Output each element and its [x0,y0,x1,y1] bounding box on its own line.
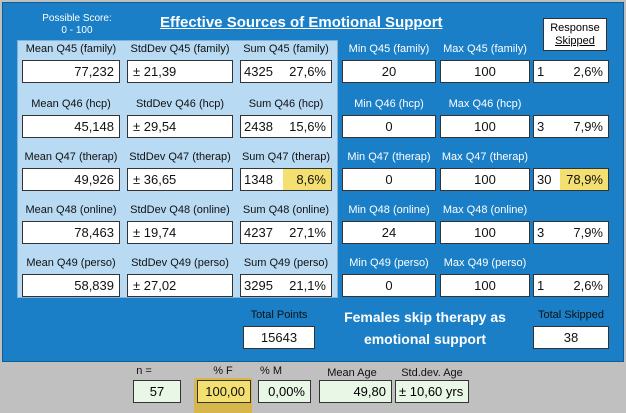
skipped-count: 3 [537,119,545,134]
possible-score-label: Possible Score: 0 - 100 [22,13,132,37]
sum-value: 4237 [244,225,273,240]
min-field[interactable]: 0 [342,168,436,191]
page-title: Effective Sources of Emotional Support [160,14,443,31]
sum-value: 1348 [244,172,273,187]
stddev-label: StdDev Q46 (hcp) [135,98,225,110]
skipped-percent: 7,9% [573,225,603,240]
min-field[interactable]: 20 [342,60,436,83]
min-label: Min Q46 (hcp) [354,98,424,110]
sum-label: Sum Q45 (family) [243,43,329,55]
min-label: Min Q48 (online) [348,204,430,216]
mean-label: Mean Q45 (family) [25,43,117,55]
stddev-field[interactable]: ± 29,54 [127,115,233,138]
response-label: Response [550,22,600,34]
mean-label: Mean Q46 (hcp) [31,98,111,110]
max-label: Max Q48 (online) [442,204,528,216]
stddev-field[interactable]: ± 27,02 [127,274,233,297]
pct-f-field[interactable]: 100,00 [197,380,251,403]
mean-label: Mean Q49 (perso) [26,257,116,269]
min-label: Min Q45 (family) [348,43,430,55]
n-field[interactable]: 57 [133,380,181,403]
skipped-label: Skipped [555,35,595,47]
max-label: Max Q47 (therap) [441,151,529,163]
stddev-field[interactable]: ± 36,65 [127,168,233,191]
mean-age-label: Mean Age [327,367,377,379]
min-field[interactable]: 0 [342,115,436,138]
sum-percent: 8,6% [283,169,331,190]
max-label: Max Q45 (family) [443,43,527,55]
stddev-label: StdDev Q45 (family) [130,43,230,55]
max-field[interactable]: 100 [440,274,530,297]
sum-percent: 27,6% [289,64,326,79]
max-field[interactable]: 100 [440,221,530,244]
sum-value: 3295 [244,278,273,293]
n-label: n = [136,365,152,377]
sum-percent: 27,1% [289,225,326,240]
skipped-count: 3 [537,225,545,240]
std-age-field[interactable]: ± 10,60 yrs [395,380,469,403]
sum-field[interactable]: 4325 27,6% [240,60,332,83]
skipped-count: 1 [537,278,545,293]
pct-f-label: % F [213,365,233,377]
mean-label: Mean Q48 (online) [25,204,117,216]
skipped-field[interactable]: 3 7,9% [533,221,609,244]
skipped-percent: 7,9% [573,119,603,134]
max-label: Max Q46 (hcp) [448,98,522,110]
std-age-label: Std.dev. Age [401,367,463,379]
mean-age-field[interactable]: 49,80 [319,380,392,403]
min-field[interactable]: 24 [342,221,436,244]
total-skipped-label: Total Skipped [537,309,605,321]
pct-m-field[interactable]: 0,00% [258,380,311,403]
sum-label: Sum Q48 (online) [242,204,330,216]
sum-value: 4325 [244,64,273,79]
sum-label: Sum Q46 (hcp) [248,98,324,110]
total-points-field[interactable]: 15643 [243,326,315,349]
sum-label: Sum Q49 (perso) [243,257,329,269]
sum-percent: 15,6% [289,119,326,134]
possible-score-line2: 0 - 100 [61,25,93,36]
finding-note-line2: emotional support [363,331,487,347]
skipped-percent: 2,6% [573,64,603,79]
mean-field[interactable]: 77,232 [22,60,120,83]
response-skipped-header: Response Skipped [543,18,607,51]
min-label: Min Q47 (therap) [347,151,431,163]
mean-field[interactable]: 45,148 [22,115,120,138]
max-field[interactable]: 100 [440,60,530,83]
possible-score-line1: Possible Score: [42,13,112,24]
mean-field[interactable]: 49,926 [22,168,120,191]
stddev-label: StdDev Q49 (perso) [131,257,229,269]
finding-note-line1: Females skip therapy as [344,309,506,325]
stddev-field[interactable]: ± 19,74 [127,221,233,244]
stddev-label: StdDev Q47 (therap) [129,151,231,163]
max-label: Max Q49 (perso) [443,257,527,269]
min-field[interactable]: 0 [342,274,436,297]
sum-field[interactable]: 2438 15,6% [240,115,332,138]
stddev-field[interactable]: ± 21,39 [127,60,233,83]
skipped-field[interactable]: 3 7,9% [533,115,609,138]
sum-percent: 21,1% [289,278,326,293]
mean-label: Mean Q47 (therap) [24,151,118,163]
skipped-field[interactable]: 30 78,9% [533,168,609,191]
skipped-field[interactable]: 1 2,6% [533,60,609,83]
max-field[interactable]: 100 [440,168,530,191]
sum-label: Sum Q47 (therap) [241,151,331,163]
total-points-label: Total Points [250,309,308,321]
skipped-percent: 2,6% [573,278,603,293]
sum-field[interactable]: 3295 21,1% [240,274,332,297]
mean-field[interactable]: 78,463 [22,221,120,244]
skipped-percent: 78,9% [560,169,608,190]
sum-field[interactable]: 4237 27,1% [240,221,332,244]
finding-note: Females skip therapy as emotional suppor… [330,306,520,350]
stddev-label: StdDev Q48 (online) [130,204,230,216]
sum-value: 2438 [244,119,273,134]
total-skipped-field[interactable]: 38 [533,326,609,349]
skipped-count: 1 [537,64,545,79]
skipped-count: 30 [537,172,552,187]
skipped-field[interactable]: 1 2,6% [533,274,609,297]
pct-m-label: % M [260,365,282,377]
max-field[interactable]: 100 [440,115,530,138]
sum-field[interactable]: 1348 8,6% [240,168,332,191]
min-label: Min Q49 (perso) [349,257,429,269]
mean-field[interactable]: 58,839 [22,274,120,297]
